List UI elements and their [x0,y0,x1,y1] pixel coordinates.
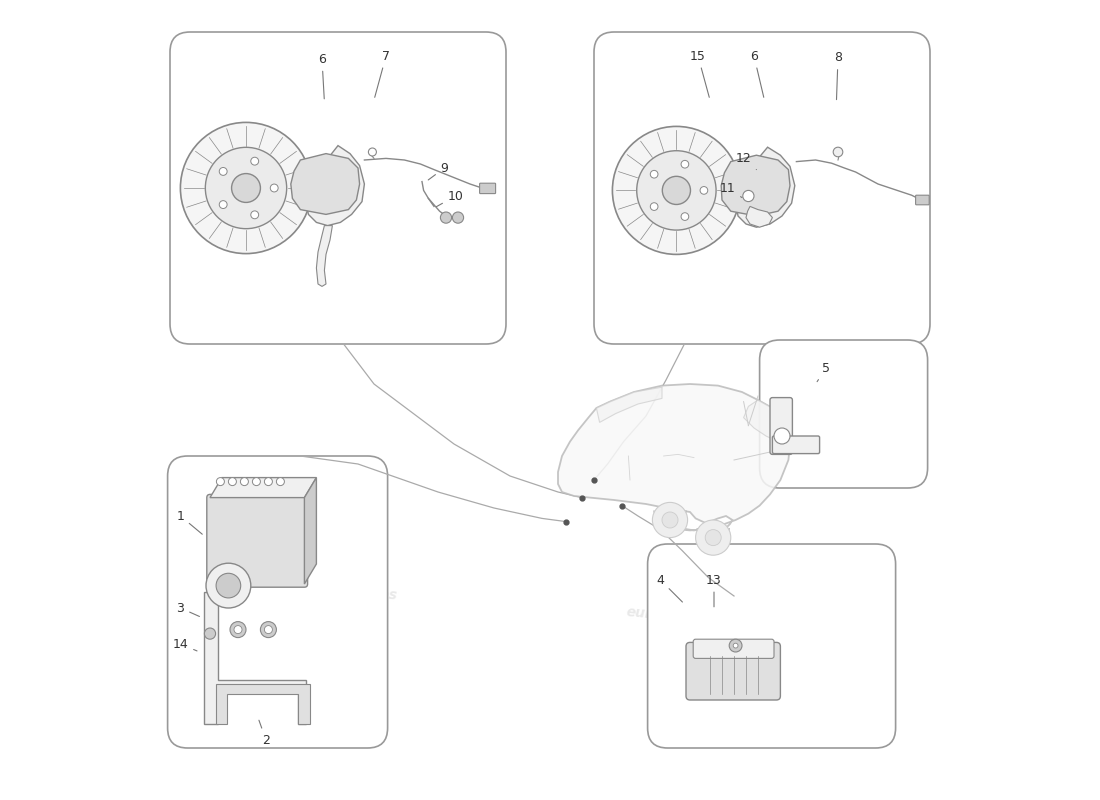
Circle shape [230,622,246,638]
Circle shape [264,478,273,486]
Circle shape [205,628,216,639]
Polygon shape [306,146,364,226]
FancyBboxPatch shape [915,195,930,205]
Circle shape [276,478,285,486]
FancyBboxPatch shape [770,398,792,454]
Circle shape [440,212,452,223]
Text: 6: 6 [750,50,763,98]
Text: 1: 1 [176,510,202,534]
Circle shape [206,563,251,608]
Polygon shape [305,478,317,584]
Text: eurospares: eurospares [608,208,715,240]
FancyBboxPatch shape [686,642,780,700]
Circle shape [652,502,688,538]
Circle shape [734,643,738,648]
Circle shape [234,626,242,634]
Circle shape [774,428,790,444]
FancyBboxPatch shape [760,340,927,488]
Circle shape [219,167,227,175]
Text: 12: 12 [736,152,757,170]
Circle shape [452,212,463,223]
Text: 13: 13 [706,574,722,607]
Circle shape [219,201,227,209]
Circle shape [368,148,376,156]
Text: 2: 2 [258,720,270,746]
Circle shape [681,213,689,221]
Circle shape [232,174,261,202]
Circle shape [271,184,278,192]
Text: 6: 6 [318,53,326,99]
Polygon shape [205,592,306,724]
Circle shape [700,186,707,194]
FancyBboxPatch shape [207,494,308,587]
Circle shape [650,202,658,210]
Polygon shape [317,226,332,286]
Polygon shape [596,387,662,422]
FancyBboxPatch shape [648,544,895,748]
Circle shape [261,622,276,638]
Text: 4: 4 [657,574,682,602]
Circle shape [729,639,743,652]
Text: 10: 10 [437,190,463,206]
Circle shape [251,211,258,218]
Polygon shape [558,384,790,534]
Circle shape [650,170,658,178]
FancyBboxPatch shape [167,456,387,748]
Circle shape [662,512,678,528]
Text: eurospares: eurospares [626,606,714,626]
Polygon shape [210,478,317,498]
Text: 14: 14 [173,638,197,651]
Text: 15: 15 [690,50,710,98]
FancyBboxPatch shape [693,639,774,658]
Circle shape [695,520,730,555]
Circle shape [637,150,716,230]
Circle shape [681,160,689,168]
Circle shape [241,478,249,486]
Circle shape [229,478,236,486]
Polygon shape [744,400,790,444]
Text: 9: 9 [428,162,449,180]
Circle shape [833,147,843,157]
Circle shape [217,478,224,486]
Polygon shape [290,154,360,214]
Text: 8: 8 [834,51,842,100]
Text: 11: 11 [719,182,742,198]
FancyBboxPatch shape [594,32,930,344]
Polygon shape [736,147,795,227]
Circle shape [264,626,273,634]
Circle shape [206,147,287,229]
Circle shape [180,122,311,254]
Circle shape [705,530,722,546]
Circle shape [662,176,691,205]
Polygon shape [722,155,790,216]
Text: eurospares: eurospares [312,196,419,228]
Text: 5: 5 [817,362,830,382]
FancyBboxPatch shape [170,32,506,344]
Circle shape [742,190,754,202]
Polygon shape [216,684,310,724]
Circle shape [613,126,740,254]
FancyBboxPatch shape [772,436,820,454]
Circle shape [251,158,258,165]
Text: 7: 7 [375,50,390,98]
FancyBboxPatch shape [480,183,496,194]
Text: eurospares: eurospares [310,582,398,602]
Circle shape [216,574,241,598]
Text: 3: 3 [176,602,199,617]
Polygon shape [746,206,772,227]
Circle shape [252,478,261,486]
